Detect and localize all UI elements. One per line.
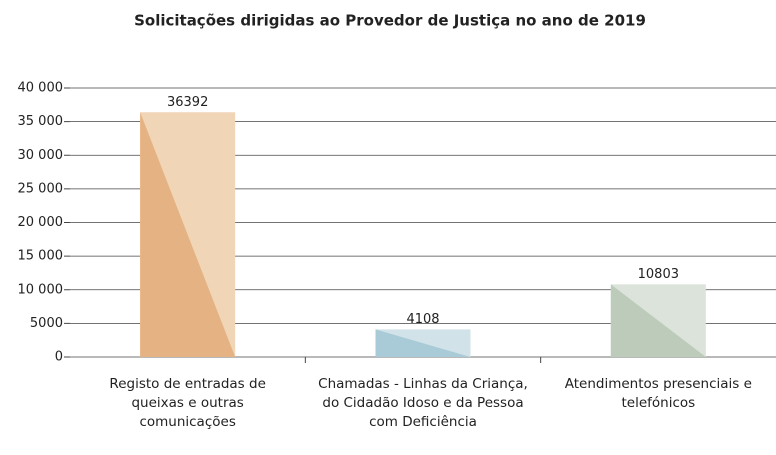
- x-tick-label: Registo de entradas de queixas e outras …: [109, 376, 266, 430]
- x-tick-label: Chamadas - Linhas da Criança, do Cidadão…: [318, 376, 528, 430]
- bar-shade: [375, 329, 471, 357]
- y-tick-label: 10 000: [18, 282, 64, 297]
- y-tick-label: 25 000: [18, 181, 64, 196]
- y-tick-label: 30 000: [18, 148, 64, 163]
- bar-shade: [610, 284, 706, 357]
- bar-shade: [140, 112, 236, 358]
- y-tick-label: 20 000: [18, 215, 64, 230]
- data-label: 4108: [406, 312, 439, 327]
- x-tick-label: Atendimentos presenciais e telefónicos: [564, 376, 752, 411]
- y-tick-label: 40 000: [18, 81, 64, 96]
- y-tick-label: 35 000: [18, 114, 64, 129]
- data-label: 10803: [638, 267, 679, 282]
- y-tick-label: 0: [55, 350, 63, 365]
- data-label: 36392: [167, 95, 208, 110]
- y-tick-label: 5000: [30, 316, 63, 331]
- y-tick-label: 15 000: [18, 249, 64, 264]
- chart-title: Solicitações dirigidas ao Provedor de Ju…: [134, 12, 646, 30]
